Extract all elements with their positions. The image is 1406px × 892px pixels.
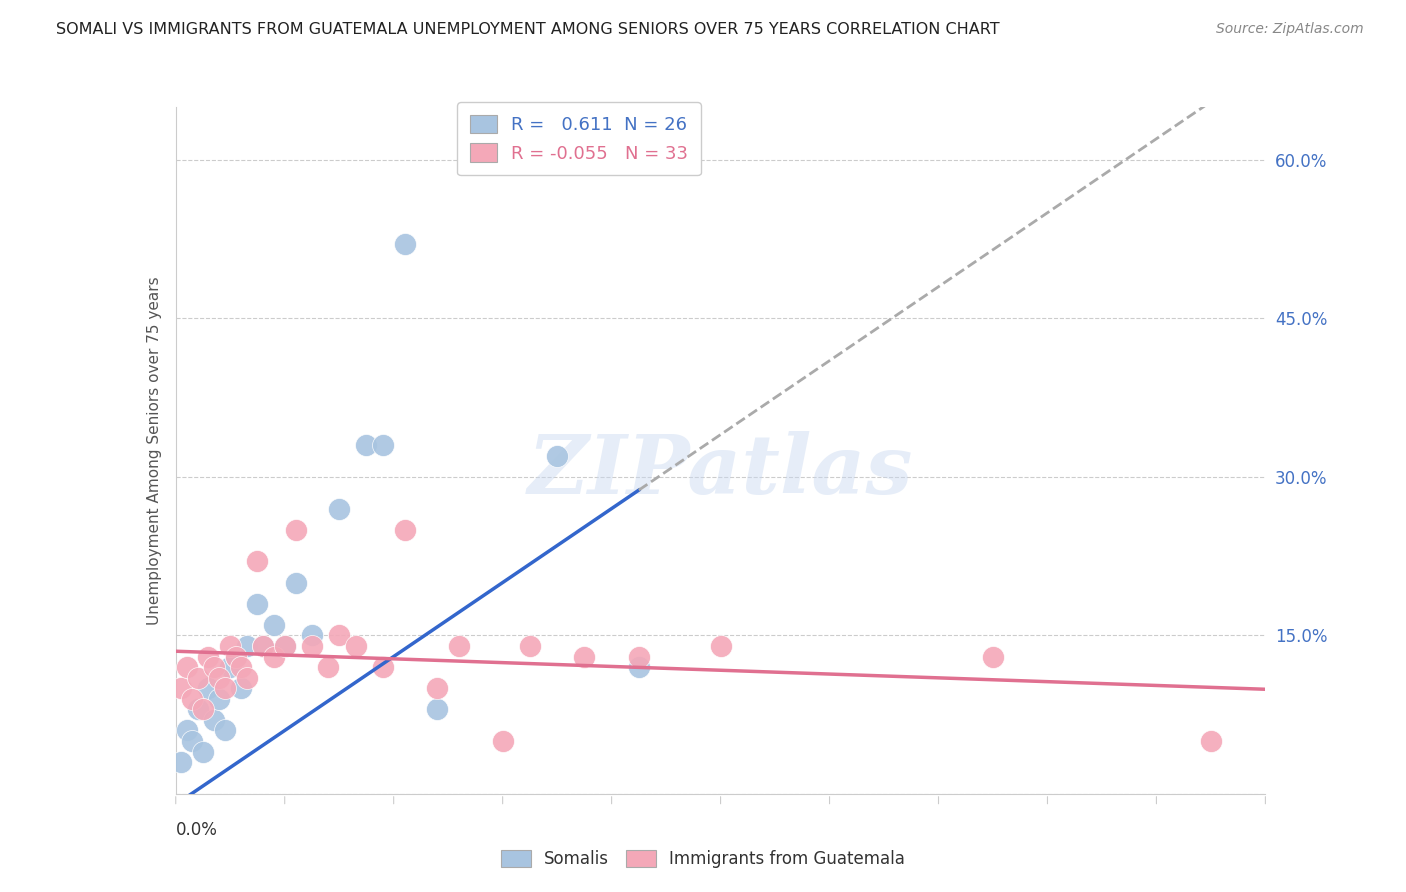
Point: [186, 702, 209, 716]
Point: [202, 660, 225, 674]
Point: [176, 660, 198, 674]
Point: [447, 639, 470, 653]
Point: [235, 671, 257, 685]
Point: [328, 501, 350, 516]
Point: [225, 649, 247, 664]
Point: [252, 639, 274, 653]
Point: [263, 617, 285, 632]
Point: [186, 671, 209, 685]
Point: [208, 671, 231, 685]
Point: [214, 681, 236, 696]
Text: 0.0%: 0.0%: [176, 822, 218, 839]
Point: [301, 628, 323, 642]
Point: [284, 575, 307, 590]
Point: [627, 660, 650, 674]
Point: [574, 649, 596, 664]
Point: [246, 597, 269, 611]
Point: [219, 639, 242, 653]
Point: [219, 660, 242, 674]
Point: [492, 734, 515, 748]
Point: [235, 639, 257, 653]
Point: [181, 734, 204, 748]
Point: [191, 702, 214, 716]
Point: [231, 681, 253, 696]
Point: [710, 639, 733, 653]
Point: [231, 660, 253, 674]
Legend: Somalis, Immigrants from Guatemala: Somalis, Immigrants from Guatemala: [495, 843, 911, 875]
Point: [214, 723, 236, 738]
Text: Source: ZipAtlas.com: Source: ZipAtlas.com: [1216, 22, 1364, 37]
Point: [371, 660, 394, 674]
Text: SOMALI VS IMMIGRANTS FROM GUATEMALA UNEMPLOYMENT AMONG SENIORS OVER 75 YEARS COR: SOMALI VS IMMIGRANTS FROM GUATEMALA UNEM…: [56, 22, 1000, 37]
Point: [394, 523, 416, 537]
Point: [394, 237, 416, 252]
Point: [546, 449, 568, 463]
Point: [301, 639, 323, 653]
Point: [318, 660, 340, 674]
Point: [176, 723, 198, 738]
Text: ZIPatlas: ZIPatlas: [527, 431, 914, 511]
Point: [252, 639, 274, 653]
Point: [328, 628, 350, 642]
Point: [170, 681, 193, 696]
Point: [426, 702, 449, 716]
Point: [170, 755, 193, 769]
Point: [274, 639, 297, 653]
Point: [356, 438, 378, 452]
Point: [426, 681, 449, 696]
Point: [274, 639, 297, 653]
Point: [202, 713, 225, 727]
Point: [263, 649, 285, 664]
Legend: R =   0.611  N = 26, R = -0.055   N = 33: R = 0.611 N = 26, R = -0.055 N = 33: [457, 103, 700, 176]
Point: [627, 649, 650, 664]
Point: [1199, 734, 1222, 748]
Point: [519, 639, 541, 653]
Point: [246, 554, 269, 568]
Point: [208, 691, 231, 706]
Point: [344, 639, 367, 653]
Point: [371, 438, 394, 452]
Point: [981, 649, 1004, 664]
Point: [191, 745, 214, 759]
Point: [284, 523, 307, 537]
Point: [197, 649, 219, 664]
Point: [225, 649, 247, 664]
Point: [181, 691, 204, 706]
Y-axis label: Unemployment Among Seniors over 75 years: Unemployment Among Seniors over 75 years: [146, 277, 162, 624]
Point: [197, 681, 219, 696]
